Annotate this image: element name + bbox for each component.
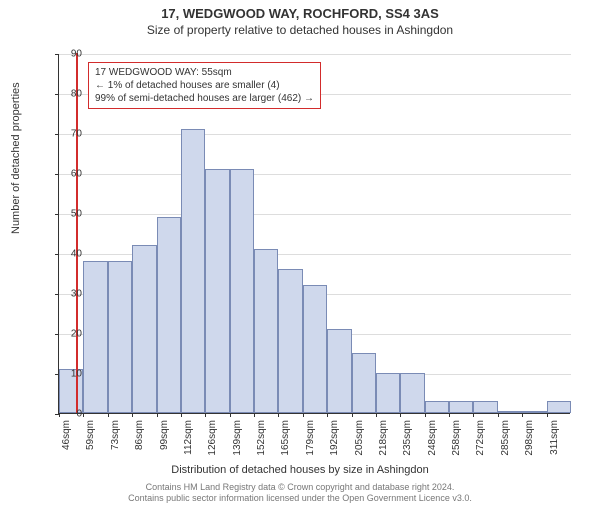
histogram-bar: [205, 169, 229, 413]
xtick-mark: [327, 413, 328, 417]
xtick-label: 139sqm: [232, 420, 243, 470]
info-line-3: 99% of semi-detached houses are larger (…: [95, 92, 314, 105]
xtick-mark: [181, 413, 182, 417]
ytick-label: 40: [52, 249, 82, 260]
xtick-label: 272sqm: [475, 420, 486, 470]
xtick-mark: [205, 413, 206, 417]
histogram-bar: [132, 245, 156, 413]
histogram-bar: [547, 401, 571, 413]
histogram-bar: [230, 169, 254, 413]
histogram-bar: [400, 373, 424, 413]
xtick-label: 248sqm: [427, 420, 438, 470]
histogram-bar: [181, 129, 205, 413]
histogram-bar: [449, 401, 473, 413]
ytick-label: 90: [52, 49, 82, 60]
xtick-mark: [449, 413, 450, 417]
xtick-mark: [108, 413, 109, 417]
xtick-label: 59sqm: [85, 420, 96, 470]
xtick-mark: [254, 413, 255, 417]
gridline: [59, 174, 571, 175]
ytick-label: 10: [52, 369, 82, 380]
histogram-bar: [425, 401, 449, 413]
xtick-label: 298sqm: [524, 420, 535, 470]
xtick-mark: [230, 413, 231, 417]
histogram-bar: [376, 373, 400, 413]
gridline: [59, 54, 571, 55]
ytick-label: 60: [52, 169, 82, 180]
histogram-bar: [83, 261, 107, 413]
xtick-label: 165sqm: [280, 420, 291, 470]
info-line-2: ← 1% of detached houses are smaller (4): [95, 79, 314, 92]
xtick-mark: [278, 413, 279, 417]
xtick-label: 179sqm: [305, 420, 316, 470]
histogram-bar: [473, 401, 497, 413]
histogram-bar: [303, 285, 327, 413]
footer-attribution: Contains HM Land Registry data © Crown c…: [0, 482, 600, 504]
xtick-label: 99sqm: [159, 420, 170, 470]
xtick-label: 285sqm: [500, 420, 511, 470]
xtick-label: 205sqm: [354, 420, 365, 470]
histogram-bar: [498, 411, 522, 413]
xtick-mark: [547, 413, 548, 417]
histogram-bar: [157, 217, 181, 413]
histogram-bar: [108, 261, 132, 413]
ytick-label: 0: [52, 409, 82, 420]
ytick-label: 30: [52, 289, 82, 300]
ytick-label: 70: [52, 129, 82, 140]
title-address: 17, WEDGWOOD WAY, ROCHFORD, SS4 3AS: [0, 6, 600, 21]
xtick-label: 192sqm: [329, 420, 340, 470]
xtick-mark: [132, 413, 133, 417]
xtick-mark: [157, 413, 158, 417]
xtick-label: 126sqm: [207, 420, 218, 470]
xtick-mark: [352, 413, 353, 417]
chart-area: 17 WEDGWOOD WAY: 55sqm ← 1% of detached …: [58, 54, 570, 414]
marker-info-box: 17 WEDGWOOD WAY: 55sqm ← 1% of detached …: [88, 62, 321, 109]
xtick-label: 73sqm: [110, 420, 121, 470]
chart-container: 17, WEDGWOOD WAY, ROCHFORD, SS4 3AS Size…: [0, 6, 600, 506]
xtick-label: 311sqm: [549, 420, 560, 470]
ytick-label: 20: [52, 329, 82, 340]
histogram-bar: [278, 269, 302, 413]
gridline: [59, 134, 571, 135]
xtick-mark: [498, 413, 499, 417]
info-line-1: 17 WEDGWOOD WAY: 55sqm: [95, 66, 314, 79]
footer-line-1: Contains HM Land Registry data © Crown c…: [0, 482, 600, 493]
xtick-label: 235sqm: [402, 420, 413, 470]
xtick-label: 46sqm: [61, 420, 72, 470]
xtick-label: 152sqm: [256, 420, 267, 470]
xtick-mark: [522, 413, 523, 417]
xtick-label: 258sqm: [451, 420, 462, 470]
gridline: [59, 214, 571, 215]
xtick-mark: [83, 413, 84, 417]
xtick-mark: [400, 413, 401, 417]
xtick-label: 218sqm: [378, 420, 389, 470]
ytick-label: 50: [52, 209, 82, 220]
marker-line: [76, 53, 78, 413]
title-subtitle: Size of property relative to detached ho…: [0, 23, 600, 37]
histogram-bar: [254, 249, 278, 413]
footer-line-2: Contains public sector information licen…: [0, 493, 600, 504]
histogram-bar: [522, 411, 546, 413]
y-axis-label: Number of detached properties: [10, 82, 22, 234]
xtick-label: 112sqm: [183, 420, 194, 470]
xtick-label: 86sqm: [134, 420, 145, 470]
xtick-mark: [303, 413, 304, 417]
ytick-label: 80: [52, 89, 82, 100]
xtick-mark: [473, 413, 474, 417]
histogram-bar: [352, 353, 376, 413]
xtick-mark: [376, 413, 377, 417]
xtick-mark: [425, 413, 426, 417]
histogram-bar: [327, 329, 351, 413]
